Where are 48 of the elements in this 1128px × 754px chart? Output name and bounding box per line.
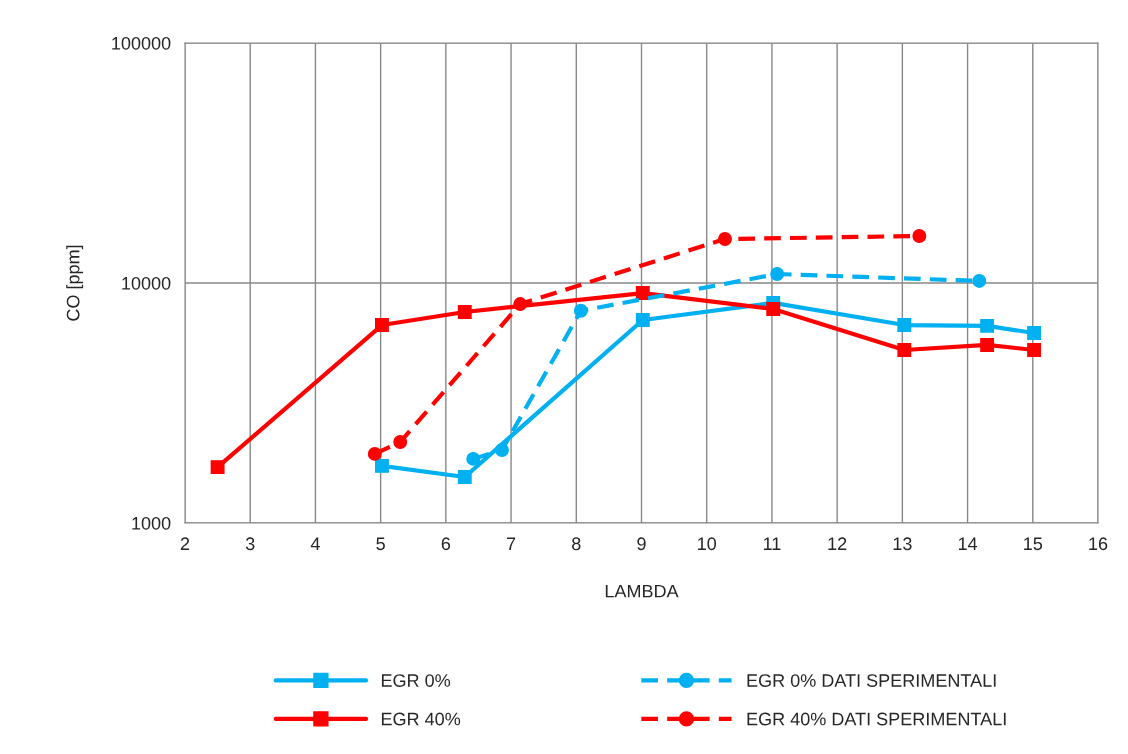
x-tick-label: 10	[698, 537, 717, 551]
point	[897, 318, 912, 332]
x-tick-label: 4	[310, 537, 320, 550]
point	[457, 470, 472, 484]
point	[912, 229, 927, 243]
x-tick-label: 9	[637, 537, 646, 551]
y-tick-label: 100000	[112, 36, 171, 50]
legend-label: EGR 0%	[381, 674, 451, 687]
point	[494, 443, 509, 457]
point	[573, 303, 588, 318]
x-tick-label: 14	[958, 537, 978, 550]
point	[980, 337, 995, 352]
legend-label: EGR 0% DATI SPERIMENTALI	[747, 674, 996, 687]
x-tick-label: 8	[572, 537, 581, 551]
point	[980, 318, 995, 333]
x-tick-label: 12	[828, 537, 847, 550]
x-tick-label: 16	[1089, 537, 1108, 551]
x-tick-label: 15	[1024, 537, 1043, 551]
point	[972, 273, 987, 288]
x-tick-label: 11	[763, 537, 781, 550]
point	[375, 318, 389, 332]
point	[210, 460, 225, 475]
point	[770, 267, 785, 281]
x-axis-title: LAMBDA	[605, 584, 679, 598]
y-tick-label: 1000	[132, 516, 171, 530]
point	[513, 297, 528, 312]
legend-label: EGR 40% DATI SPERIMENTALI	[747, 712, 1006, 726]
point	[367, 446, 382, 461]
point	[718, 232, 732, 246]
point	[393, 435, 408, 449]
point	[766, 302, 781, 316]
point	[635, 286, 650, 301]
point	[635, 313, 650, 327]
point	[466, 451, 481, 466]
x-tick-label: 2	[180, 537, 190, 550]
legend-label: EGR 40%	[381, 712, 461, 726]
x-tick-label: 7	[506, 537, 516, 550]
x-tick-label: 5	[376, 537, 385, 551]
x-tick-label: 13	[893, 537, 912, 551]
point	[1027, 326, 1042, 340]
point	[897, 343, 912, 357]
point	[457, 305, 472, 319]
y-tick-label: 10000	[122, 276, 171, 290]
x-tick-label: 6	[441, 537, 451, 551]
x-tick-label: 3	[245, 537, 255, 551]
point	[375, 458, 389, 473]
y-axis-title: CO [ppm]	[66, 245, 84, 321]
point	[1027, 343, 1042, 357]
